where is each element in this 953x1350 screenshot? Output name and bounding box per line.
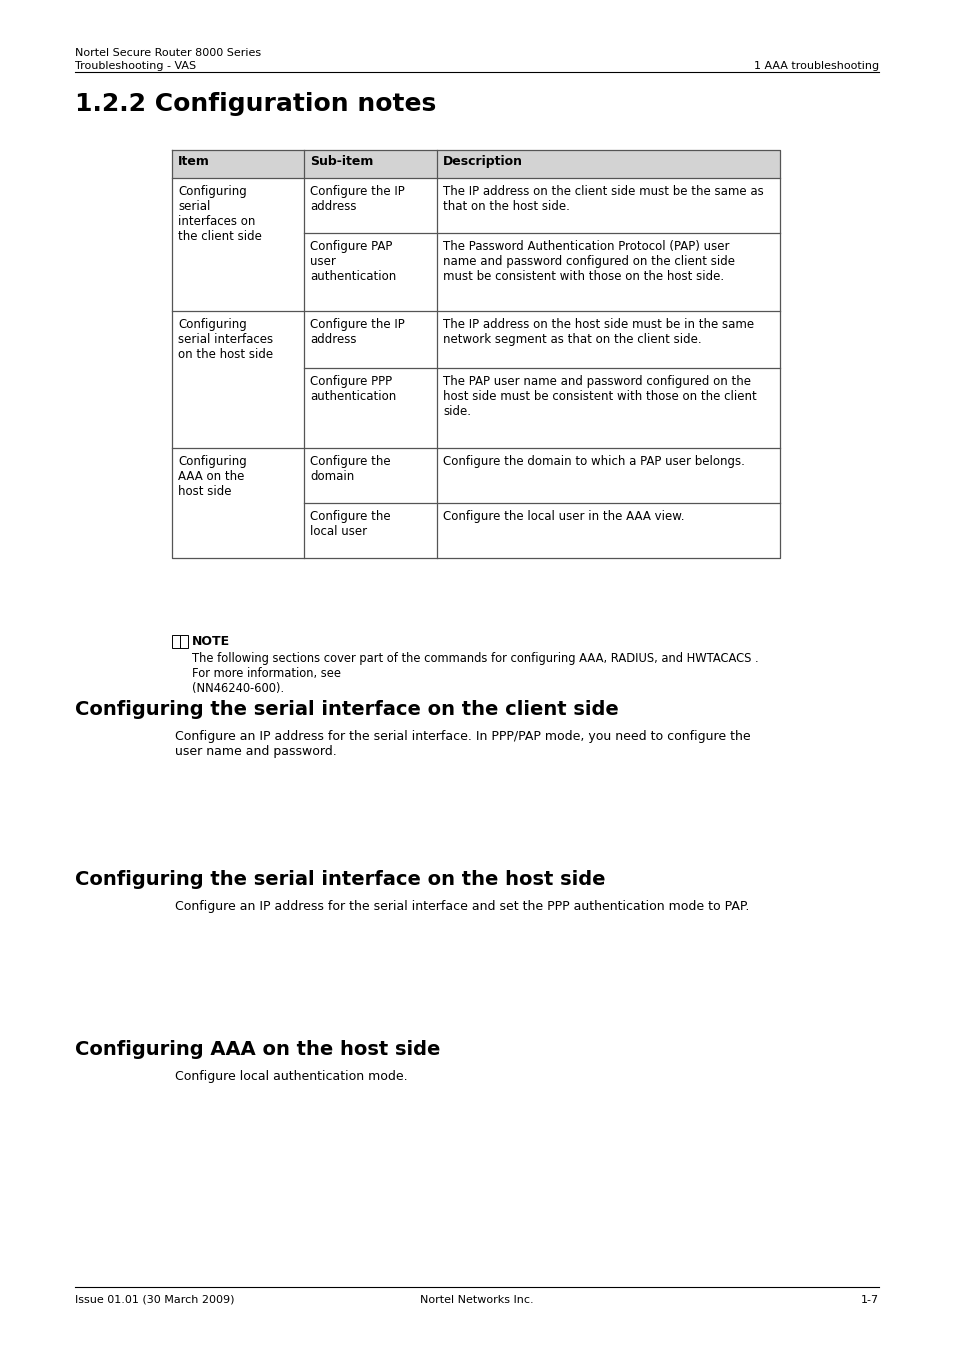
Text: Configuring
serial
interfaces on
the client side: Configuring serial interfaces on the cli… — [178, 185, 262, 243]
Bar — [180, 634, 188, 648]
Bar — [172, 150, 780, 178]
Text: The following sections cover part of the commands for configuring AAA, RADIUS, a: The following sections cover part of the… — [192, 652, 758, 695]
Text: Configuring the serial interface on the client side: Configuring the serial interface on the … — [75, 701, 618, 720]
Text: Configure local authentication mode.: Configure local authentication mode. — [174, 1071, 407, 1083]
Text: Configure the local user in the AAA view.: Configure the local user in the AAA view… — [442, 510, 684, 522]
Text: Configure an IP address for the serial interface and set the PPP authentication : Configure an IP address for the serial i… — [174, 900, 749, 913]
Text: Item: Item — [178, 155, 210, 167]
Bar — [172, 634, 180, 648]
Text: 1.2.2 Configuration notes: 1.2.2 Configuration notes — [75, 92, 436, 116]
Text: NOTE: NOTE — [192, 634, 230, 648]
Text: Configure an IP address for the serial interface. In PPP/PAP mode, you need to c: Configure an IP address for the serial i… — [174, 730, 750, 757]
Text: Issue 01.01 (30 March 2009): Issue 01.01 (30 March 2009) — [75, 1295, 234, 1305]
Text: Configure the
domain: Configure the domain — [310, 455, 390, 483]
Text: Troubleshooting - VAS: Troubleshooting - VAS — [75, 61, 196, 72]
Text: Configuring
serial interfaces
on the host side: Configuring serial interfaces on the hos… — [178, 319, 273, 360]
Text: Configure the domain to which a PAP user belongs.: Configure the domain to which a PAP user… — [442, 455, 744, 468]
Text: Configure PPP
authentication: Configure PPP authentication — [310, 375, 395, 404]
Text: Nortel Secure Router 8000 Series: Nortel Secure Router 8000 Series — [75, 49, 261, 58]
Text: 1 AAA troubleshooting: 1 AAA troubleshooting — [753, 61, 878, 72]
Text: Description: Description — [442, 155, 522, 167]
Text: The IP address on the client side must be the same as
that on the host side.: The IP address on the client side must b… — [442, 185, 763, 213]
Text: Configure PAP
user
authentication: Configure PAP user authentication — [310, 240, 395, 284]
Text: Configure the
local user: Configure the local user — [310, 510, 390, 539]
Text: Configuring AAA on the host side: Configuring AAA on the host side — [75, 1040, 440, 1058]
Text: Configure the IP
address: Configure the IP address — [310, 319, 404, 346]
Text: Configuring the serial interface on the host side: Configuring the serial interface on the … — [75, 869, 605, 890]
Text: Configure the IP
address: Configure the IP address — [310, 185, 404, 213]
Text: Configuring
AAA on the
host side: Configuring AAA on the host side — [178, 455, 247, 498]
Text: The IP address on the host side must be in the same
network segment as that on t: The IP address on the host side must be … — [442, 319, 753, 346]
Text: The Password Authentication Protocol (PAP) user
name and password configured on : The Password Authentication Protocol (PA… — [442, 240, 734, 284]
Text: The PAP user name and password configured on the
host side must be consistent wi: The PAP user name and password configure… — [442, 375, 756, 418]
Text: Sub-item: Sub-item — [310, 155, 373, 167]
Text: 1-7: 1-7 — [860, 1295, 878, 1305]
Text: Nortel Networks Inc.: Nortel Networks Inc. — [419, 1295, 534, 1305]
